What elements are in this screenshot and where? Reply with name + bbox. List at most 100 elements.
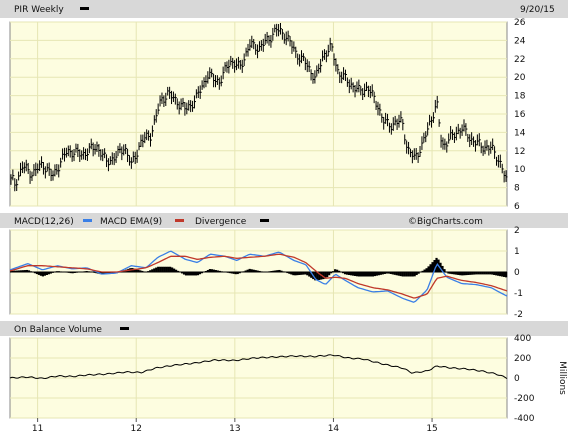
y-tick-label: 1	[514, 247, 520, 257]
divergence-bar	[361, 272, 365, 277]
divergence-bar	[212, 269, 215, 273]
x-tick-label: 14	[328, 424, 340, 434]
divergence-bar	[250, 269, 253, 273]
divergence-bar	[159, 266, 162, 273]
divergence-bar	[471, 272, 474, 275]
divergence-bar	[505, 272, 508, 278]
x-tick-label: 13	[229, 424, 240, 434]
x-tick-label: 15	[426, 424, 437, 434]
divergence-bar	[137, 269, 140, 273]
divergence-bar	[349, 272, 353, 276]
divergence-bar	[369, 272, 373, 277]
divergence-bar	[155, 267, 158, 273]
divergence-bar	[316, 272, 319, 281]
divergence-bar	[234, 272, 237, 275]
divergence-bar	[278, 269, 281, 273]
divergence-bar	[194, 272, 198, 276]
divergence-bar	[107, 272, 110, 274]
divergence-bar	[503, 272, 506, 277]
divergence-bar	[294, 272, 297, 276]
divergence-bar	[399, 272, 402, 277]
divergence-bar	[367, 272, 371, 277]
divergence-bar	[395, 272, 398, 276]
macd-legend-swatch	[83, 219, 92, 222]
divergence-bar	[455, 272, 458, 275]
divergence-bar	[363, 272, 367, 277]
divergence-bar	[413, 272, 416, 277]
y-tick-label: 14	[514, 128, 526, 138]
divergence-bar	[459, 272, 462, 276]
obv-y-axis: -400 -200 0 200 400	[514, 334, 535, 424]
divergence-bar	[238, 272, 241, 274]
divergence-bar	[230, 272, 233, 274]
divergence-bar	[101, 272, 104, 275]
divergence-bar	[188, 272, 192, 276]
price-grid	[10, 21, 507, 207]
divergence-bar	[391, 272, 394, 275]
divergence-bar	[214, 270, 217, 273]
divergence-bar	[274, 270, 277, 273]
divergence-bar	[174, 269, 178, 273]
y-tick-label: 0	[514, 374, 520, 384]
divergence-bar	[173, 268, 176, 273]
macd-y-axis: -2 -1 0 1 2	[514, 226, 523, 320]
divergence-bar	[71, 272, 74, 274]
divergence-bar	[180, 272, 184, 274]
divergence-bar	[288, 272, 291, 274]
divergence-bar	[475, 272, 478, 275]
divergence-bar	[365, 272, 369, 277]
divergence-bar	[133, 268, 136, 273]
y-tick-label: 22	[514, 55, 525, 65]
divergence-bar	[192, 272, 196, 276]
y-tick-label: 400	[514, 334, 531, 344]
divergence-bar	[149, 270, 152, 273]
divergence-bar	[499, 272, 502, 277]
divergence-bar	[493, 272, 496, 275]
divergence-bar	[425, 268, 428, 273]
divergence-bar	[182, 272, 186, 275]
divergence-bar	[49, 272, 52, 274]
divergence-bar	[308, 272, 311, 277]
divergence-bar	[322, 272, 325, 280]
y-tick-label: 12	[514, 147, 525, 157]
divergence-bar	[228, 272, 231, 274]
divergence-bar	[417, 272, 420, 274]
divergence-bar	[324, 272, 327, 279]
divergence-bar	[451, 272, 454, 275]
divergence-bar	[256, 270, 259, 273]
macd-pane: MACD(12,26) MACD EMA(9) Divergence ©BigC…	[0, 213, 568, 320]
y-tick-label: -400	[514, 414, 535, 424]
divergence-bar	[397, 272, 400, 276]
divergence-bar	[246, 269, 249, 273]
divergence-bar	[35, 272, 39, 275]
divergence-bar	[232, 272, 235, 274]
divergence-bar	[479, 272, 482, 275]
divergence-bar	[41, 272, 45, 277]
divergence-bar	[208, 269, 211, 273]
divergence-bar	[171, 267, 174, 273]
divergence-bar	[355, 272, 359, 277]
divergence-bar	[157, 266, 160, 273]
divergence-bar	[236, 272, 239, 275]
divergence-bar	[169, 266, 172, 273]
obv-unit-label: Millions	[557, 361, 567, 395]
divergence-bar	[153, 268, 156, 273]
divergence-bar	[306, 272, 309, 276]
divergence-bar	[21, 270, 25, 273]
divergence-bar	[254, 270, 257, 273]
y-tick-label: 6	[514, 202, 520, 212]
divergence-bar	[501, 272, 504, 277]
divergence-bar	[411, 272, 414, 277]
divergence-bar	[328, 272, 331, 276]
ema-legend-swatch	[175, 219, 184, 222]
divergence-bar	[477, 272, 480, 275]
divergence-bar	[463, 272, 466, 276]
divergence-bar	[461, 272, 464, 276]
divergence-bar	[198, 272, 202, 275]
divergence-bar	[23, 270, 27, 273]
divergence-bar	[373, 272, 376, 277]
divergence-bar	[163, 266, 166, 273]
y-tick-label: 16	[514, 110, 526, 120]
divergence-bar	[290, 272, 293, 275]
